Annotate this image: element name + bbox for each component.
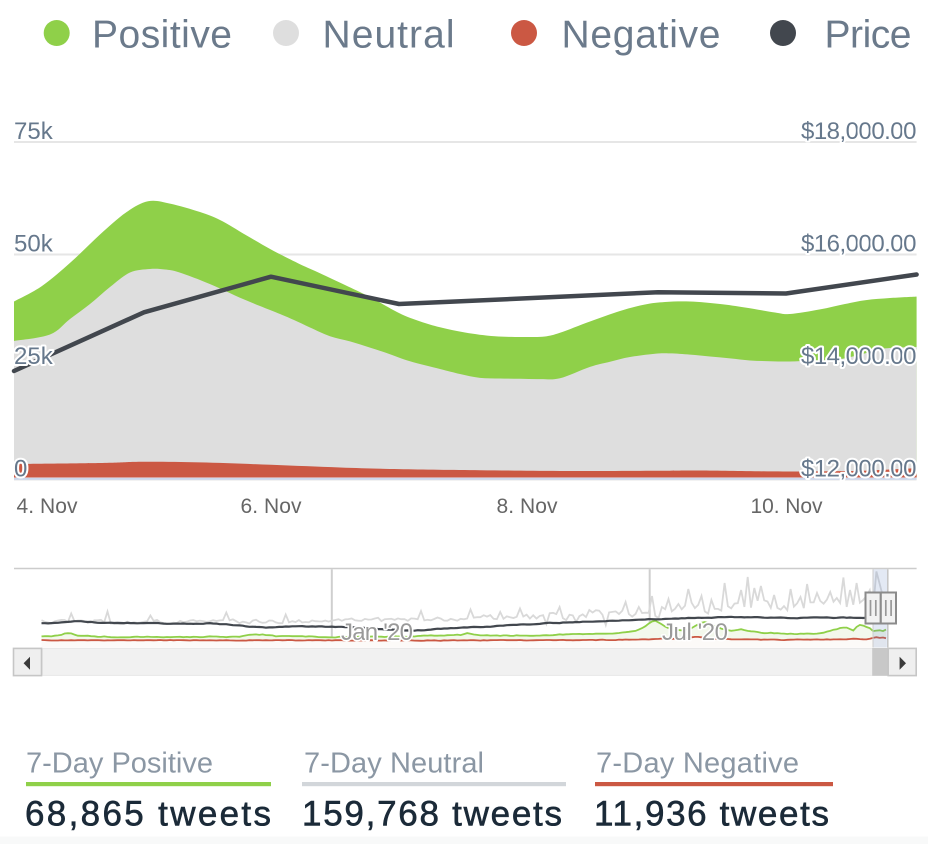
svg-text:11,936 tweets: 11,936 tweets [594,795,829,834]
svg-text:159,768 tweets: 159,768 tweets [302,795,562,834]
svg-text:$12,000.00: $12,000.00 [801,456,917,483]
svg-text:10. Nov: 10. Nov [751,495,824,518]
svg-text:7-Day Positive: 7-Day Positive [26,748,213,780]
svg-text:Positive: Positive [92,14,232,57]
svg-text:6. Nov: 6. Nov [241,495,303,518]
svg-text:25k: 25k [14,343,54,370]
svg-text:68,865 tweets: 68,865 tweets [25,795,271,834]
svg-text:75k: 75k [14,118,54,145]
svg-text:8. Nov: 8. Nov [497,495,559,518]
svg-text:Price: Price [825,14,912,57]
svg-text:7-Day Negative: 7-Day Negative [596,748,799,780]
svg-text:$14,000.00: $14,000.00 [801,343,917,370]
svg-text:$18,000.00: $18,000.00 [801,118,917,145]
svg-text:50k: 50k [14,231,54,258]
svg-text:0: 0 [14,456,27,483]
svg-text:$16,000.00: $16,000.00 [801,231,917,258]
svg-text:Jan '20: Jan '20 [341,619,413,646]
svg-text:Jul '20: Jul '20 [662,619,728,646]
svg-text:Neutral: Neutral [323,14,455,57]
svg-text:4. Nov: 4. Nov [17,495,79,518]
svg-text:7-Day Neutral: 7-Day Neutral [304,748,484,780]
svg-text:Negative: Negative [562,14,721,57]
